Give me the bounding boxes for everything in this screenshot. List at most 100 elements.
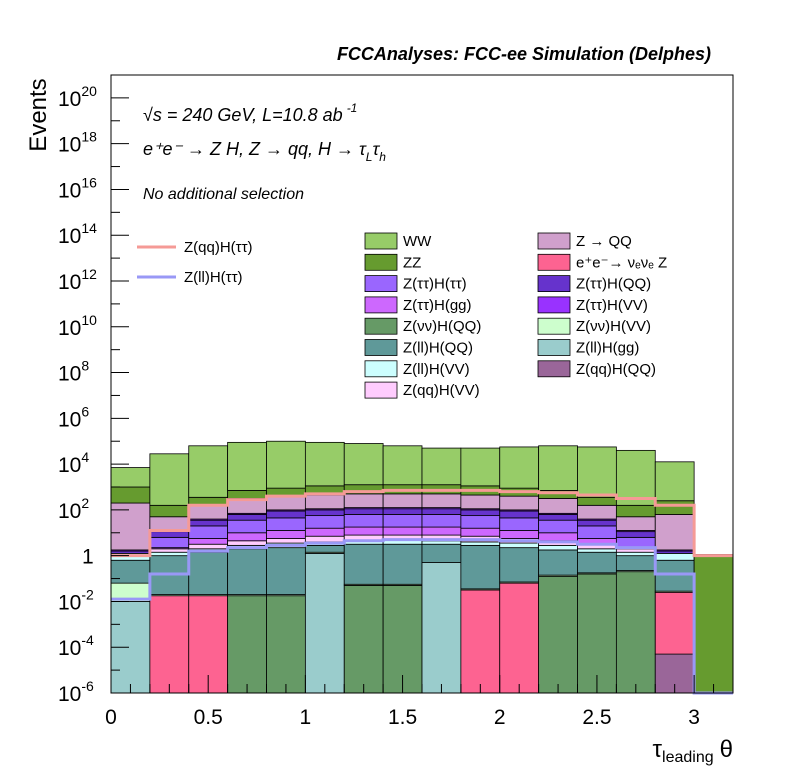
- legend-swatch-z-ll-h-qq: [364, 339, 398, 356]
- x-tick-label: 3: [688, 706, 700, 729]
- bar-z-qq-h-vv-bin-5: [304, 535, 345, 543]
- legend-label-z-ll-h-qq: Z(ll)H(QQ): [403, 340, 473, 357]
- y-tick-label: 104: [58, 449, 89, 477]
- bar-z-h-gg-bin-7: [382, 526, 423, 536]
- bar-z-ll-h-qq-bin-0: [110, 559, 151, 584]
- bar-ww-bin-2: [188, 445, 229, 498]
- bar-z-h-gg-bin-5: [304, 527, 345, 537]
- bar-z-ll-h-vv-bin-9: [460, 541, 501, 546]
- bar-z-qq-h-vv-bin-3: [227, 540, 267, 546]
- bar-z-h-bin-8: [421, 514, 462, 528]
- bar-z-h-gg-bin-11: [538, 532, 578, 542]
- bar-ww-bin-11: [538, 445, 578, 491]
- bar-z-h-bin-13: [615, 536, 656, 549]
- bar-z-ll-h-vv-bin-12: [577, 548, 617, 553]
- y-tick-label: 106: [58, 403, 89, 431]
- bar-z-qq-bin-8: [421, 493, 462, 509]
- legend-label-zz: ZZ: [403, 254, 421, 271]
- legend-label-z-qq-h-vv: Z(qq)H(VV): [403, 382, 480, 399]
- bar-zz-bin-14: [654, 500, 695, 515]
- legend-swatch-z-ll-h-gg: [537, 339, 571, 356]
- bar-ww-bin-8: [421, 447, 462, 486]
- y-tick-label: 1012: [58, 266, 97, 294]
- bar-zz-bin-0: [110, 486, 151, 504]
- bar-z-h-qq-bin-1: [149, 531, 190, 538]
- bar-z-ll-h-vv-bin-10: [499, 542, 540, 549]
- bar-z-ll-h-qq-bin-6: [343, 543, 384, 585]
- bar-ww-bin-12: [577, 446, 617, 498]
- legend-swatch-z-h-qq: [364, 317, 398, 335]
- legend-swatch-e-e-z: [537, 253, 571, 271]
- bar-z-h-qq-bin-12: [577, 573, 617, 694]
- y-tick-label: 10-2: [58, 586, 94, 614]
- legend-swatch-z-qq: [537, 232, 571, 250]
- overlay-lines: [111, 488, 733, 695]
- bar-e-e-z-bin-1: [149, 595, 190, 694]
- bar-z-ll-h-qq-bin-9: [460, 544, 501, 590]
- y-tick-label: 108: [58, 358, 89, 386]
- legend-label-z-ll-h-vv: Z(ll)H(VV): [403, 361, 470, 378]
- legend-swatch-z-h-gg: [364, 296, 398, 314]
- energy-annotation: √s = 240 GeV, L=10.8 ab -1: [143, 101, 357, 125]
- bar-z-ll-h-qq-bin-3: [227, 548, 267, 595]
- legend-label-z-h-gg: Z(ττ)H(gg): [403, 297, 472, 314]
- bar-z-h-gg-bin-9: [460, 527, 501, 537]
- legend-label-z-qq-h-qq: Z(qq)H(QQ): [576, 361, 656, 378]
- legend-label-z-h-qq: Z(ττ)H(QQ): [576, 276, 651, 293]
- bar-z-ll-h-qq-bin-11: [538, 549, 578, 576]
- process-annotation: e⁺e⁻ → Z H, Z → qq, H → τLτh: [143, 139, 386, 164]
- legend-swatch-z-h-vv: [537, 317, 571, 335]
- bar-zz-bin-15: [693, 554, 734, 694]
- line-z-ll-h: [111, 538, 733, 695]
- legend-swatch-z-h: [364, 275, 398, 293]
- bar-zz-bin-1: [149, 504, 190, 518]
- x-tick-label: 2: [494, 706, 506, 729]
- bar-z-h-bin-9: [460, 515, 501, 529]
- y-tick-label: 1014: [58, 220, 97, 248]
- y-tick-label: 10-4: [58, 632, 94, 660]
- legend-label-e-e-z: e⁺e⁻→ νₑνₑ Z: [576, 254, 667, 271]
- bar-ww-bin-9: [460, 447, 501, 487]
- bar-ww-bin-10: [499, 446, 540, 489]
- bar-z-qq-bin-14: [654, 514, 695, 551]
- bar-ww-bin-6: [343, 443, 384, 486]
- y-tick-label: 102: [58, 495, 89, 523]
- bar-e-e-z-bin-10: [499, 582, 540, 694]
- bar-z-h-bin-11: [538, 519, 578, 534]
- bar-z-qq-h-vv-bin-4: [266, 538, 306, 544]
- y-tick-label: 1018: [58, 129, 97, 157]
- bar-z-qq-bin-2: [188, 504, 229, 520]
- bar-z-qq-h-vv-bin-2: [188, 543, 229, 550]
- legend-swatch-z-h-vv: [537, 296, 571, 314]
- bar-ww-bin-0: [110, 467, 151, 488]
- bar-z-qq-h-vv-bin-13: [615, 548, 656, 553]
- bar-z-ll-h-qq-bin-12: [577, 551, 617, 574]
- y-tick-label: 1020: [58, 83, 97, 111]
- y-axis-label: Events: [25, 78, 52, 151]
- bar-z-ll-h-vv-bin-14: [654, 552, 695, 561]
- selection-annotation: No additional selection: [143, 186, 304, 203]
- bar-z-h-bin-1: [149, 536, 190, 549]
- bar-z-h-qq-bin-9: [460, 509, 501, 517]
- bar-z-h-qq-bin-13: [615, 571, 656, 694]
- bar-z-h-gg-bin-2: [188, 538, 229, 545]
- bar-z-ll-h-gg-bin-5: [304, 552, 345, 694]
- legend-swatch-z-qq-h-qq: [537, 360, 571, 378]
- bar-z-qq-bin-4: [266, 495, 306, 511]
- bar-z-h-qq-bin-11: [538, 575, 578, 694]
- bar-z-ll-h-qq-bin-5: [304, 544, 345, 553]
- bar-ww-bin-4: [266, 440, 306, 489]
- bar-zz-bin-3: [227, 490, 267, 499]
- x-tick-label: 1.5: [388, 706, 417, 729]
- legend-label-z-qq-h: Z(qq)H(ττ): [184, 239, 253, 256]
- legend-label-z-ll-h: Z(ll)H(ττ): [184, 269, 243, 286]
- x-tick-label: 2.5: [582, 706, 611, 729]
- bar-z-h-gg-bin-4: [266, 530, 306, 539]
- line-z-qq-h: [111, 488, 733, 558]
- bar-z-h-qq-bin-3: [227, 514, 267, 521]
- legend-label-z-h-qq: Z(νν)H(QQ): [403, 318, 481, 335]
- y-tick-label: 1016: [58, 174, 97, 202]
- bar-z-ll-h-qq-bin-2: [188, 551, 229, 595]
- bar-zz-bin-13: [615, 504, 656, 518]
